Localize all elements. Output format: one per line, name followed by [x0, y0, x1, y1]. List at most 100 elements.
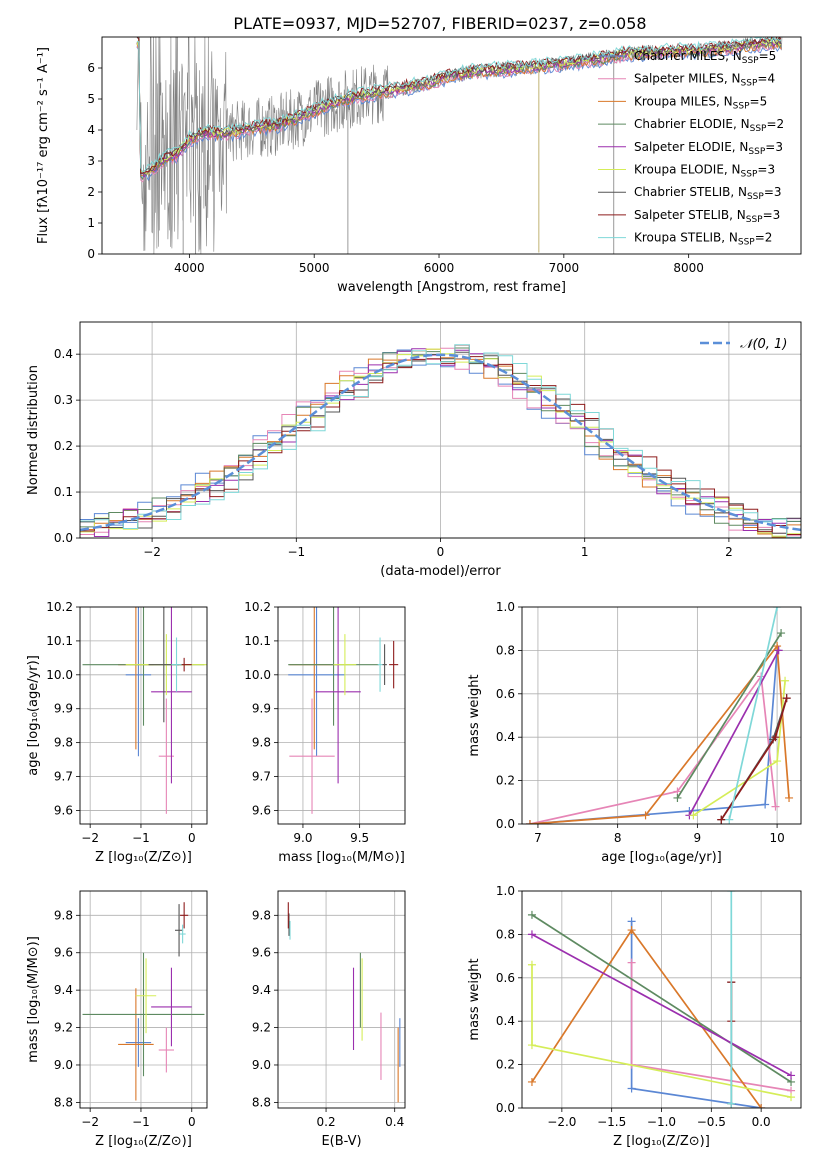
legend-label: Salpeter ELODIE, N	[634, 140, 748, 154]
x-tick-label: 7000	[549, 261, 580, 275]
legend-entry: 𝒩(0, 1)	[740, 337, 787, 352]
y-tick-label: 1.0	[496, 600, 515, 614]
series-marker-kroupa_elodie	[527, 960, 536, 969]
legend-label: Kroupa MILES, N	[634, 94, 733, 108]
x-tick-label: −2.0	[547, 1115, 576, 1129]
x-tick-label: 0.4	[385, 1115, 404, 1129]
y-tick-label: 10.1	[244, 634, 271, 648]
x-axis-label: E(B-V)	[321, 1134, 361, 1149]
y-tick-label: 9.4	[54, 983, 73, 997]
series-marker-chabrier_elodie	[777, 629, 786, 638]
plot-area-residuals	[80, 344, 801, 538]
y-tick-label: 1.0	[496, 884, 515, 898]
series-line-salpeter_miles	[529, 674, 777, 824]
legend-tail: =4	[757, 72, 775, 86]
axes-frame	[101, 36, 802, 255]
y-tick-label: 9.9	[252, 702, 271, 716]
series-marker-salpeter_elodie	[787, 1071, 796, 1080]
series-marker-salpeter_elodie	[774, 646, 783, 655]
y-tick-label: 9.8	[252, 736, 271, 750]
panel-mass_vs_Z: −2 −1 0 8.8 9.0 9.2 9.4 9.6 9.8 Z [log₁₀(Z/Z⊙)] ma…	[26, 890, 208, 1149]
x-tick-label: 5000	[299, 261, 330, 275]
series-marker-kroupa_miles	[785, 793, 794, 802]
series-line-salpeter_elodie	[531, 933, 792, 1077]
series-line-chabrier_elodie	[531, 914, 792, 1083]
panel-mw_vs_age: 7 8 9 10 0.0 0.2 0.4 0.6 0.8 1.0 age [log₁₀(age/yr…	[467, 600, 802, 865]
y-tick-label: 0.4	[496, 1014, 515, 1028]
panel-residuals: −2 −1 0 1 2 0.0 0.1 0.2 0.3 0.4 (data-model)/error…	[26, 321, 802, 579]
y-axis-label: mass weight	[467, 674, 482, 756]
series-marker-kroupa_elodie	[527, 1041, 536, 1050]
x-tick-label: 0	[188, 831, 196, 845]
legend-label: Salpeter MILES, N	[634, 72, 741, 86]
legend-sub: SSP	[750, 124, 767, 134]
y-tick-label: 8.8	[54, 1095, 73, 1109]
legend-sub: SSP	[742, 56, 759, 66]
gauss-curve	[80, 353, 801, 532]
y-tick-label: 0.4	[54, 347, 73, 361]
legend-tail: =2	[755, 231, 773, 245]
x-axis-label: (data-model)/error	[380, 564, 501, 579]
x-tick-label: −2	[143, 545, 161, 559]
legend-sub: SSP	[733, 101, 750, 111]
legend-entry: Chabrier ELODIE, NSSP=2	[634, 117, 784, 134]
panel-mass_vs_ebv: 0.2 0.4 8.8 9.0 9.2 9.4 9.6 9.8 E(B-V)	[252, 890, 406, 1149]
y-axis-label: Normed distribution	[26, 365, 41, 495]
histogram-chabrier_stelib	[80, 351, 801, 534]
y-tick-label: 0.8	[496, 643, 515, 657]
x-tick-label: 10	[769, 831, 784, 845]
series-line-chabrier_elodie	[676, 632, 782, 799]
y-tick-label: 8.8	[252, 1095, 271, 1109]
x-tick-label: 7	[534, 831, 542, 845]
y-tick-label: 10.0	[46, 668, 73, 682]
legend-tail: =5	[759, 49, 777, 63]
y-tick-label: 9.2	[252, 1021, 271, 1035]
series-marker-chabrier_miles	[627, 1084, 636, 1093]
legend-entry: Kroupa MILES, NSSP=5	[634, 94, 767, 111]
series-line-kroupa_miles	[531, 928, 762, 1108]
x-tick-label: 4000	[174, 261, 205, 275]
y-tick-label: 10.2	[244, 600, 271, 614]
legend-entry: Salpeter ELODIE, NSSP=3	[634, 140, 783, 157]
legend-tail: =3	[757, 163, 775, 177]
y-axis-label: Flux [fλ10⁻¹⁷ erg cm⁻² s⁻¹ A⁻¹]	[36, 47, 51, 244]
y-tick-label: 9.6	[252, 946, 271, 960]
x-tick-label: −1	[132, 1115, 150, 1129]
x-tick-label: 9.0	[293, 831, 312, 845]
histogram-salpeter_miles	[80, 347, 801, 537]
plot-area-age_vs_mass	[288, 607, 399, 814]
series-marker-kroupa_elodie	[787, 1093, 796, 1102]
legend-entry: Chabrier STELIB, NSSP=3	[634, 185, 782, 202]
model-curve-kroupa_stelib	[136, 37, 782, 173]
legend-sub: SSP	[747, 192, 764, 202]
x-tick-label: −1.5	[597, 1115, 626, 1129]
legend-sub: SSP	[746, 215, 763, 225]
plot-area-mass_vs_Z	[82, 902, 205, 1101]
legend-entry: Salpeter STELIB, NSSP=3	[634, 208, 780, 225]
legend-tail: =3	[764, 185, 782, 199]
model-curve-salpeter_miles	[136, 42, 782, 183]
x-tick-label: 1	[581, 545, 589, 559]
x-tick-label: 9	[694, 831, 702, 845]
x-tick-label: 6000	[424, 261, 455, 275]
histogram-kroupa_elodie	[80, 348, 801, 537]
series-marker-kroupa_miles	[525, 820, 534, 824]
y-tick-label: 0.1	[54, 485, 73, 499]
x-tick-label: −2	[81, 1115, 99, 1129]
x-axis-label: Z [log₁₀(Z/Z⊙)]	[95, 1134, 192, 1149]
y-tick-label: 10.0	[244, 668, 271, 682]
y-tick-label: 9.9	[54, 702, 73, 716]
x-tick-label: 0.0	[752, 1115, 771, 1129]
legend-entry: Chabrier MILES, NSSP=5	[634, 49, 776, 66]
legend-tail: =5	[750, 94, 768, 108]
y-tick-label: 2	[87, 185, 95, 199]
y-tick-label: 0.8	[496, 927, 515, 941]
plot-area-age_vs_Z	[82, 607, 207, 814]
x-tick-label: −1	[287, 545, 305, 559]
series-marker-salpeter_stelib	[771, 733, 780, 742]
series-marker-salpeter_elodie	[527, 930, 536, 939]
y-tick-label: 9.0	[54, 1058, 73, 1072]
y-tick-label: 6	[87, 61, 95, 75]
legend-sub: SSP	[741, 170, 758, 180]
